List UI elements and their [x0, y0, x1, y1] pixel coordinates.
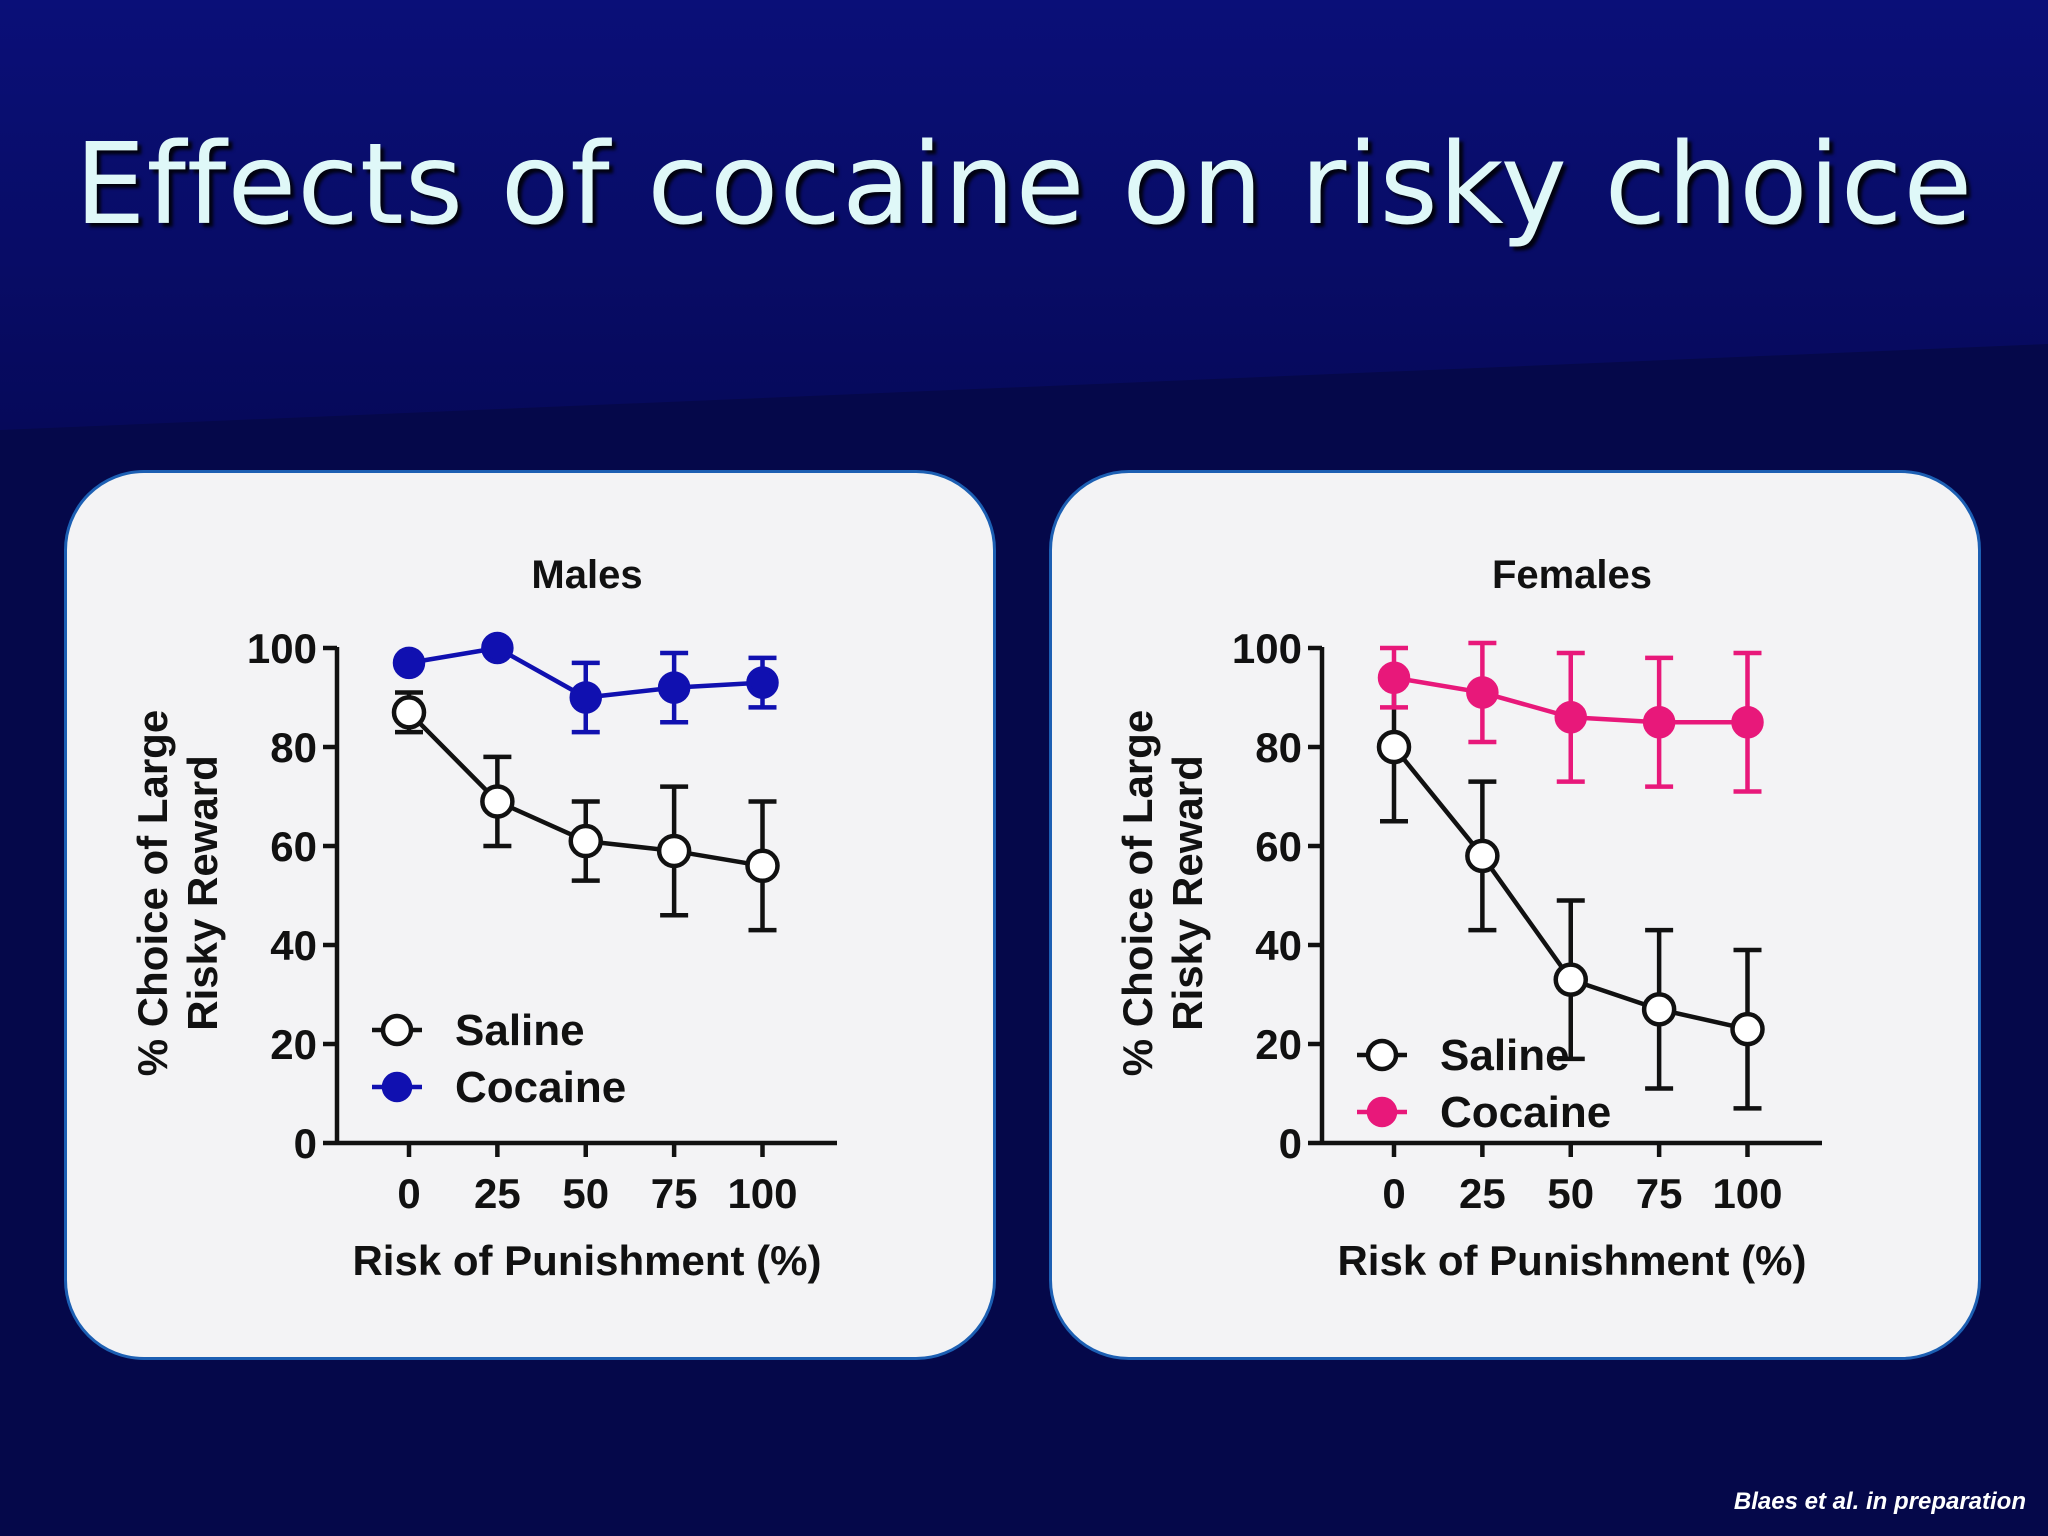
y-tick-label: 0	[294, 1120, 317, 1167]
x-tick-label: 75	[651, 1170, 698, 1217]
saline-data-point	[1730, 1011, 1765, 1047]
males-chart: Males 0 20 40 60 80 100 0 25 50 75 100 Risk of Punis…	[129, 553, 837, 1284]
slide-title: Effects of cocaine on risky choice	[74, 120, 1974, 250]
cocaine-data-point	[392, 646, 426, 680]
females-chart: Females 0 20 40 60 80 100 0 25 50 75 100 Risk of Pun…	[1114, 553, 1822, 1284]
cocaine-legend-label: Cocaine	[1440, 1088, 1611, 1137]
x-tick-label: 75	[1636, 1170, 1683, 1217]
x-tick-label: 50	[1547, 1170, 1594, 1217]
cocaine-data-point	[1466, 676, 1499, 709]
y-tick-label: 100	[247, 625, 317, 672]
males-chart-panel: Males 0 20 40 60 80 100 0 25 50 75 100 Risk of Punis…	[64, 470, 996, 1360]
saline-legend-marker	[1365, 1038, 1399, 1072]
y-tick-label: 80	[1255, 724, 1302, 771]
y-axis-label-line-2: Risky Reward	[1164, 755, 1211, 1030]
cocaine-legend-label: Cocaine	[455, 1063, 626, 1112]
saline-data-point	[1553, 962, 1588, 997]
y-axis-label-line-2: Risky Reward	[179, 755, 226, 1030]
saline-data-point	[1465, 838, 1500, 874]
y-tick-label: 60	[1255, 823, 1302, 870]
cocaine-data-point	[1554, 701, 1587, 734]
chart-title: Males	[531, 553, 642, 597]
x-tick-label: 100	[727, 1170, 797, 1217]
y-tick-label: 40	[1255, 922, 1302, 969]
saline-data-point	[1641, 992, 1677, 1027]
saline-data-point	[391, 695, 427, 730]
x-tick-label: 50	[562, 1170, 609, 1217]
cocaine-data-point	[1642, 706, 1676, 739]
cocaine-data-point	[1377, 661, 1411, 694]
y-tick-label: 0	[1279, 1120, 1302, 1167]
x-axis-label: Risk of Punishment (%)	[352, 1237, 821, 1284]
y-tick-label: 20	[270, 1021, 317, 1068]
y-axis-label-line-1: % Choice of Large	[1114, 710, 1161, 1076]
y-tick-label: 20	[1255, 1021, 1302, 1068]
cocaine-data-point	[1731, 706, 1764, 739]
y-tick-label: 60	[270, 823, 317, 870]
cocaine-data-point	[746, 666, 779, 699]
females-chart-panel: Females 0 20 40 60 80 100 0 25 50 75 100 Risk of Pun…	[1049, 470, 1981, 1360]
saline-data-point	[568, 823, 603, 859]
x-tick-label: 25	[474, 1170, 521, 1217]
x-tick-label: 100	[1712, 1170, 1782, 1217]
x-tick-label: 0	[397, 1170, 420, 1217]
saline-legend-label: Saline	[455, 1006, 585, 1055]
saline-legend-marker	[380, 1013, 414, 1047]
saline-legend-label: Saline	[1440, 1031, 1570, 1080]
cocaine-data-point	[481, 631, 514, 665]
citation: Blaes et al. in preparation	[1733, 1488, 2026, 1515]
saline-data-point	[1376, 729, 1412, 765]
cocaine-legend-marker	[1366, 1096, 1398, 1128]
y-tick-label: 100	[1232, 625, 1302, 672]
chart-title: Females	[1492, 553, 1652, 597]
y-tick-label: 80	[270, 724, 317, 771]
x-tick-label: 25	[1459, 1170, 1506, 1217]
cocaine-legend-marker	[381, 1071, 413, 1103]
y-tick-label: 40	[270, 922, 317, 969]
x-axis-label: Risk of Punishment (%)	[1337, 1237, 1806, 1284]
y-axis-label-line-1: % Choice of Large	[129, 710, 176, 1076]
saline-data-point	[656, 833, 692, 869]
saline-data-point	[480, 784, 515, 819]
x-tick-label: 0	[1382, 1170, 1405, 1217]
cocaine-data-point	[657, 671, 691, 704]
cocaine-data-point	[569, 681, 602, 714]
saline-data-point	[745, 848, 780, 884]
